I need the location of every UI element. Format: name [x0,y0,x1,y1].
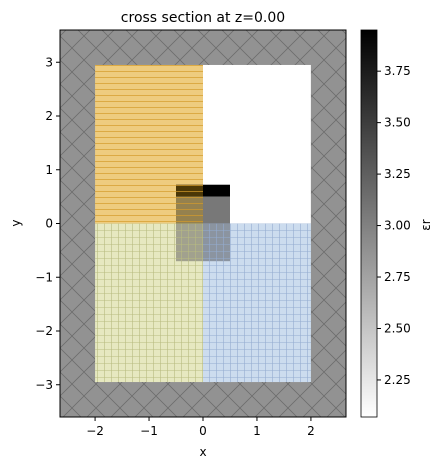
y-tick-label: −2 [35,324,53,338]
x-axis-label: x [199,445,206,459]
colorbar-tick-label: 2.75 [384,270,411,284]
core-bottom-right-hatch [203,223,230,262]
colorbar-tick-label: 2.50 [384,321,411,335]
plot-area [60,30,346,417]
colorbar-tick-label: 3.50 [384,116,411,130]
pml-left-hatch [60,30,96,417]
colorbar-ticks: 2.25 2.50 2.75 3.00 3.25 3.50 3.75 [377,64,411,387]
colorbar-label: εr [419,219,433,230]
y-tick-label: 2 [45,109,53,123]
x-tick-label: −2 [86,424,104,438]
core-bottom-left-hatch [176,223,203,262]
colorbar-gradient [360,29,378,418]
colorbar-tick-label: 3.75 [384,64,411,78]
y-tick-label: 0 [45,217,53,231]
chart-title: cross section at z=0.00 [121,10,285,26]
pml-top-hatch [95,30,311,65]
y-tick-label: −3 [35,378,53,392]
colorbar-tick-label: 3.00 [384,219,411,233]
y-axis-ticks: −3 −2 −1 0 1 2 3 [35,55,60,392]
x-tick-label: 1 [253,424,261,438]
colorbar-tick-label: 3.25 [384,167,411,181]
core-mid-left-hatch [176,196,203,224]
y-tick-label: 3 [45,55,53,69]
x-tick-label: 0 [199,424,207,438]
pml-bottom-hatch [95,382,311,417]
core-top-right-material [203,184,230,197]
y-tick-label: −1 [35,270,53,284]
y-axis-label: y [9,219,23,226]
core-mid-right-material [203,196,230,224]
x-tick-label: −1 [140,424,158,438]
colorbar-tick-label: 2.25 [384,373,411,387]
y-tick-label: 1 [45,163,53,177]
x-axis-ticks: −2 −1 0 1 2 [86,417,315,438]
x-tick-label: 2 [307,424,315,438]
colorbar: 2.25 2.50 2.75 3.00 3.25 3.50 3.75 εr [360,29,433,418]
core-top-left-hatch [176,184,203,197]
pml-right-hatch [310,30,346,417]
